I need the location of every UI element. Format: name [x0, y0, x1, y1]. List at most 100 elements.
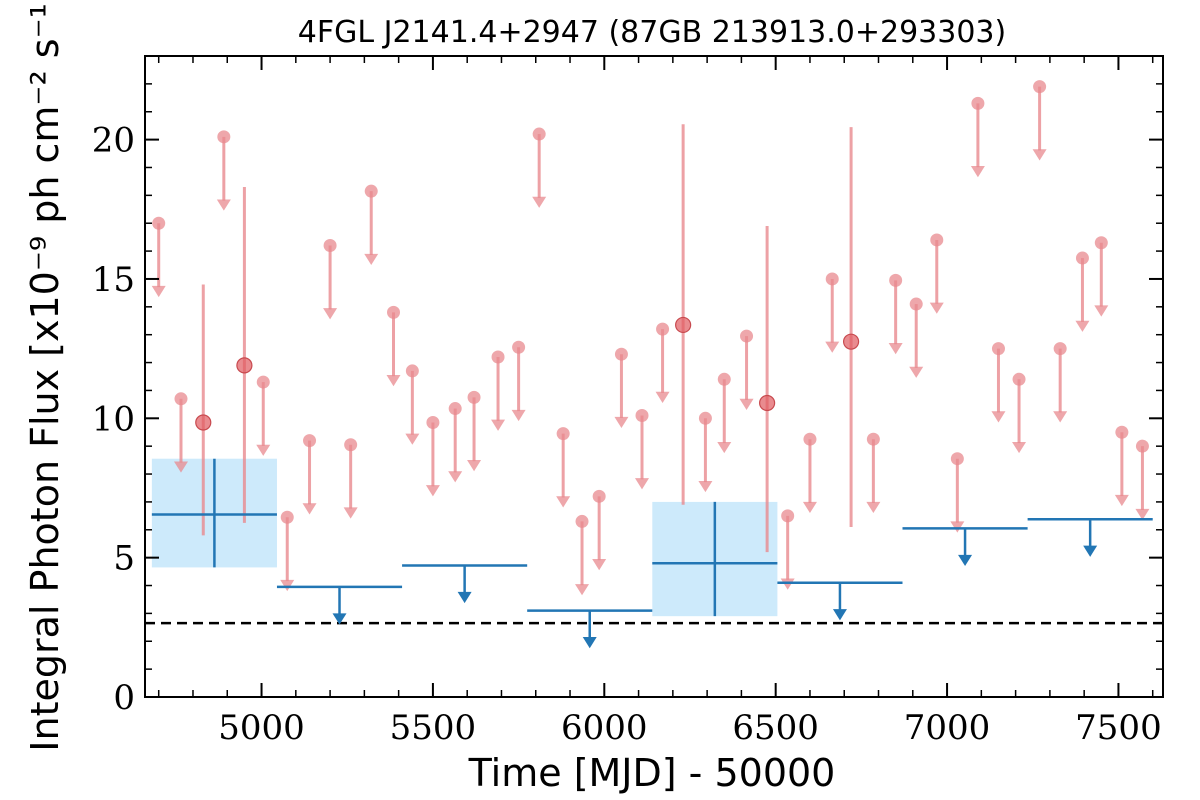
short-upper-limit-point-39 [1075, 251, 1089, 265]
short-upper-limit-2 [216, 130, 231, 211]
short-upper-limit-point-20 [614, 347, 628, 361]
short-upper-limit-arrow-11 [425, 485, 440, 497]
short-upper-limit-6 [323, 239, 338, 320]
short-upper-limit-arrow-13 [467, 460, 482, 472]
short-upper-limit-28 [825, 272, 840, 353]
long-upper-limit-2 [527, 609, 653, 649]
long-upper-limit-arrow-5 [1083, 545, 1098, 557]
short-upper-limit-point-7 [344, 438, 358, 452]
short-upper-limit-point-30 [889, 273, 903, 287]
long-upper-limit-arrow-1 [457, 591, 472, 604]
short-upper-limit-arrow-5 [302, 503, 317, 515]
long-bin-detection-0 [151, 458, 277, 568]
short-upper-limit-point-38 [1053, 342, 1067, 356]
short-upper-limit-arrow-7 [343, 507, 358, 519]
short-upper-limit-point-42 [1135, 439, 1149, 453]
short-upper-limit-30 [888, 273, 903, 355]
short-upper-limit-point-5 [303, 434, 317, 448]
short-upper-limit-arrow-12 [448, 471, 463, 483]
short-upper-limit-point-19 [592, 489, 606, 503]
short-upper-limit-arrow-14 [491, 419, 506, 431]
short-upper-limit-arrow-8 [364, 253, 379, 266]
short-upper-limit-point-18 [575, 514, 589, 528]
short-detection-1 [236, 186, 253, 523]
short-upper-limit-8 [364, 184, 379, 266]
short-upper-limit-arrow-33 [950, 521, 965, 533]
x-tick-label-0: 5000 [218, 708, 305, 748]
short-upper-limit-35 [991, 342, 1006, 423]
short-upper-limit-arrow-16 [532, 196, 547, 208]
short-upper-limit-arrow-31 [909, 366, 924, 378]
short-upper-limit-point-33 [950, 452, 964, 466]
short-upper-limit-point-41 [1115, 425, 1129, 439]
short-upper-limit-arrow-18 [575, 584, 590, 596]
long-upper-limit-5 [1027, 517, 1153, 557]
short-upper-limit-arrow-42 [1135, 508, 1150, 521]
short-upper-limit-point-15 [512, 340, 526, 354]
short-upper-limit-4 [280, 510, 295, 592]
short-upper-limit-1 [173, 392, 188, 473]
short-upper-limit-23 [698, 411, 713, 493]
y-tick-label-3: 15 [92, 260, 135, 300]
short-upper-limit-arrow-1 [173, 461, 188, 473]
short-detection-4 [842, 127, 860, 527]
short-upper-limit-arrow-15 [511, 409, 526, 422]
short-upper-limit-12 [448, 402, 463, 483]
short-upper-limit-point-6 [323, 239, 337, 253]
long-upper-limit-arrow-0 [332, 613, 347, 625]
short-upper-limit-point-36 [1012, 372, 1026, 386]
short-upper-limit-5 [302, 434, 317, 515]
short-upper-limit-point-28 [825, 272, 839, 286]
short-upper-limit-arrow-22 [655, 391, 670, 403]
chart-title: 4FGL J2141.4+2947 (87GB 213913.0+293303) [298, 15, 1006, 50]
short-upper-limit-point-13 [467, 390, 481, 404]
short-upper-limit-15 [511, 340, 526, 422]
short-upper-limit-arrow-27 [802, 501, 817, 514]
short-upper-limit-arrow-29 [866, 501, 881, 514]
short-upper-limit-point-27 [803, 432, 817, 446]
short-upper-limit-arrow-10 [405, 433, 420, 445]
plot-frame [144, 55, 1164, 698]
y-tick-label-1: 5 [113, 539, 135, 579]
y-tick-label-2: 10 [92, 399, 135, 439]
short-upper-limit-point-25 [740, 329, 754, 343]
long-bin-detection-1 [652, 501, 778, 617]
short-upper-limit-point-34 [971, 96, 985, 110]
short-upper-limit-13 [467, 390, 482, 472]
short-detection-2 [675, 124, 692, 505]
short-upper-limit-point-4 [280, 510, 294, 524]
short-upper-limit-0 [151, 216, 166, 298]
short-upper-limit-point-2 [217, 130, 231, 144]
short-upper-limit-9 [386, 305, 401, 387]
short-upper-limit-arrow-26 [780, 578, 795, 590]
short-upper-limit-arrow-20 [614, 416, 629, 429]
long-upper-limit-1 [402, 564, 528, 604]
short-upper-limit-37 [1032, 80, 1047, 161]
short-detection-0 [195, 284, 212, 536]
x-tick-label-1: 5500 [390, 708, 477, 748]
short-upper-limit-21 [635, 409, 650, 490]
short-upper-limit-11 [425, 415, 440, 497]
short-upper-limit-26 [780, 509, 795, 590]
short-upper-limit-point-16 [532, 127, 546, 141]
short-upper-limit-point-26 [781, 509, 795, 523]
short-upper-limit-point-11 [426, 415, 440, 429]
short-upper-limit-arrow-21 [635, 478, 650, 490]
short-upper-limit-arrow-41 [1114, 494, 1129, 507]
short-upper-limit-point-21 [635, 409, 649, 423]
short-upper-limit-39 [1075, 251, 1090, 332]
short-upper-limit-32 [929, 233, 944, 314]
short-upper-limit-arrow-28 [825, 341, 840, 353]
long-upper-limit-arrow-4 [958, 554, 973, 567]
short-upper-limit-arrow-34 [970, 166, 985, 178]
short-upper-limit-point-22 [656, 322, 670, 336]
short-upper-limit-point-1 [174, 392, 188, 406]
short-upper-limit-point-0 [152, 216, 166, 230]
short-upper-limit-point-29 [866, 432, 880, 446]
short-detection-point-4 [842, 333, 860, 350]
short-upper-limit-point-32 [930, 233, 944, 247]
short-upper-limit-point-23 [698, 411, 712, 425]
short-detection-point-0 [195, 414, 212, 431]
short-upper-limit-arrow-39 [1075, 320, 1090, 332]
